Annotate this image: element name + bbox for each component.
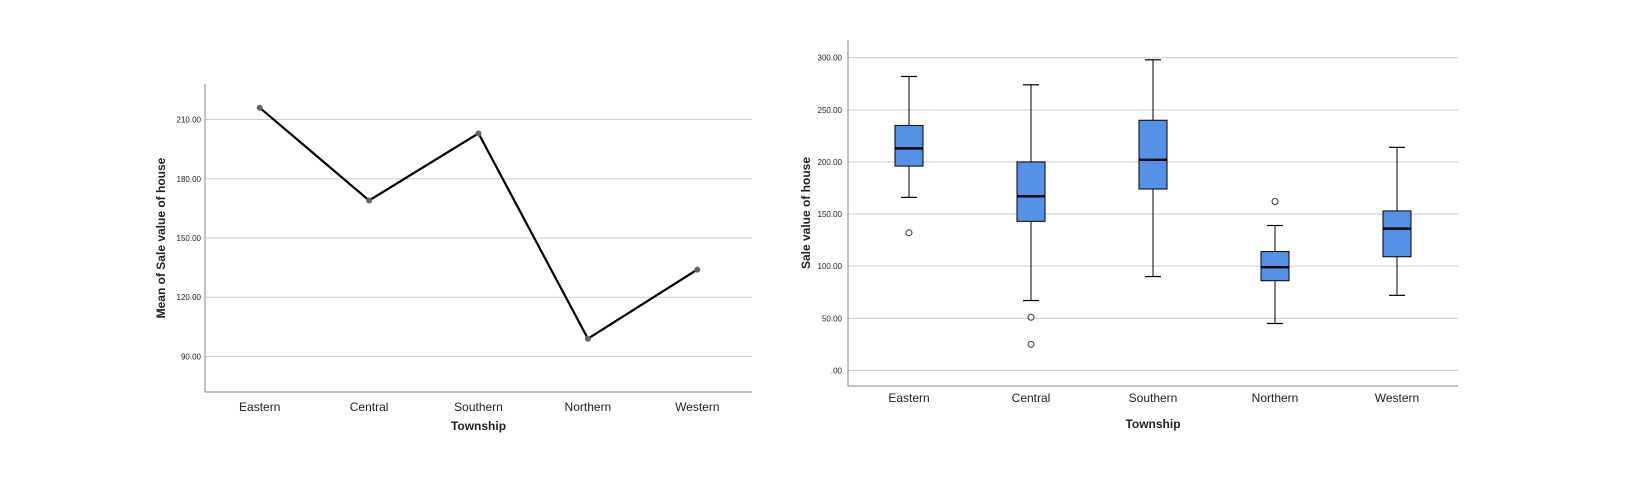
x-tick-label: Northern	[1252, 391, 1299, 405]
iqr-box	[1382, 210, 1412, 258]
series-line	[258, 106, 698, 341]
y-tick-label: 180.00	[177, 175, 202, 184]
y-tick-label: 120.00	[177, 293, 202, 302]
y-tick-label: 200.00	[818, 158, 843, 167]
x-axis-title: Township	[1125, 417, 1180, 431]
y-tick-label: 150.00	[177, 234, 202, 243]
y-tick-label: 150.00	[818, 210, 843, 219]
box-southern	[1138, 59, 1168, 278]
iqr-box	[1138, 119, 1168, 190]
data-point	[256, 104, 263, 111]
x-axis-title: Township	[451, 419, 506, 433]
y-tick-label: 50.00	[822, 314, 843, 323]
data-point	[475, 130, 482, 137]
x-tick-label: Western	[1375, 391, 1419, 405]
box-eastern	[894, 75, 924, 237]
box-northern	[1260, 198, 1290, 325]
x-tick-label: Central	[1012, 391, 1051, 405]
iqr-box	[1016, 161, 1046, 222]
data-point	[366, 197, 373, 204]
y-axis-title: Sale value of house	[799, 157, 813, 269]
y-tick-label: .00	[831, 366, 843, 375]
outlier-point	[1027, 313, 1035, 321]
data-point	[694, 266, 701, 273]
y-tick-label: 250.00	[818, 106, 843, 115]
outlier-point	[1271, 198, 1279, 206]
y-tick-label: 90.00	[181, 352, 202, 361]
x-tick-label: Southern	[454, 400, 503, 414]
x-tick-label: Western	[675, 400, 719, 414]
y-axis-title: Mean of Sale value of house	[154, 157, 168, 318]
iqr-box	[894, 124, 924, 167]
boxplot-chart: .00 50.00 100.00 150.00 200.00 250.00 300.00 Ea…	[799, 40, 1458, 431]
data-point	[584, 335, 591, 342]
line-chart: 90.00 120.00 150.00 180.00 210.00 Eastern Cent…	[154, 84, 752, 433]
x-tick-label: Southern	[1129, 391, 1178, 405]
y-tick-label: 300.00	[818, 54, 843, 63]
x-tick-label: Eastern	[888, 391, 929, 405]
outlier-point	[1027, 340, 1035, 348]
outlier-point	[905, 229, 913, 237]
box-central	[1016, 84, 1046, 348]
y-tick-label: 100.00	[818, 262, 843, 271]
box-western	[1382, 146, 1412, 296]
x-tick-label: Eastern	[239, 400, 280, 414]
y-tick-label: 210.00	[177, 116, 202, 125]
x-tick-label: Central	[350, 400, 389, 414]
x-tick-label: Northern	[565, 400, 612, 414]
